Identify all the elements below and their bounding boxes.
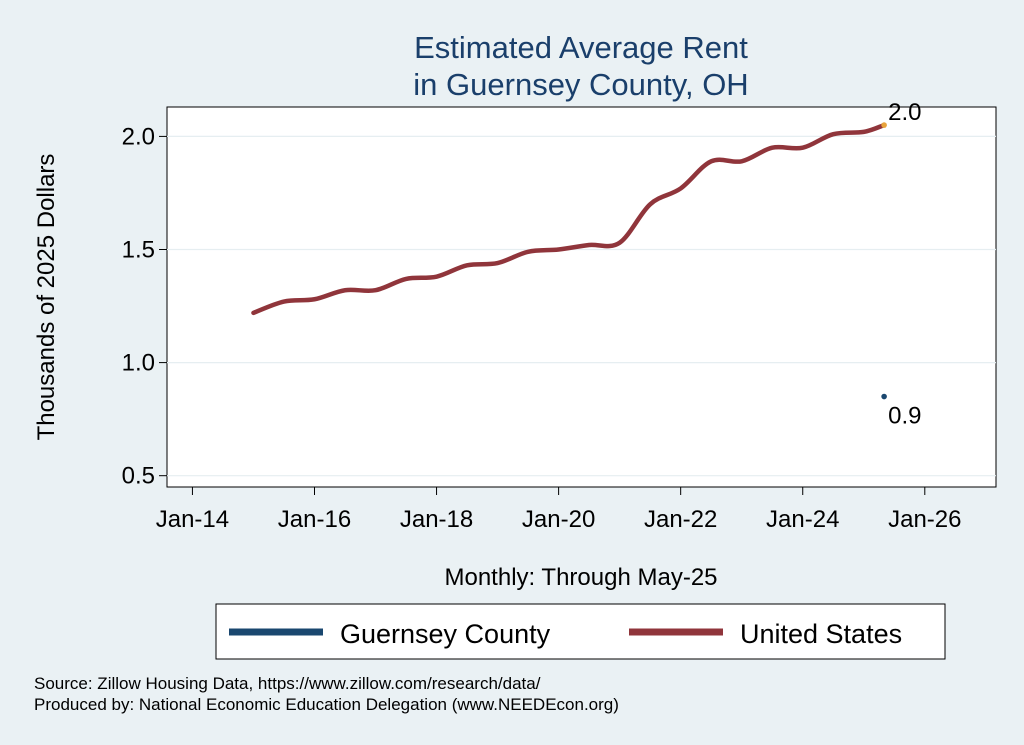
x-tick-label: Jan-14 xyxy=(156,506,229,533)
end-point-guernsey-county xyxy=(881,393,887,400)
legend-label-united-states: United States xyxy=(740,619,902,649)
x-axis: Jan-14 Jan-16 Jan-18 Jan-20 Jan-22 Jan-24 Jan-… xyxy=(156,487,961,533)
plot-area xyxy=(166,106,997,488)
y-tick-label: 2.0 xyxy=(122,123,155,150)
x-tick-label: Jan-24 xyxy=(766,506,839,533)
legend-box xyxy=(215,603,946,660)
series-layer: 0.9 2.0 xyxy=(251,99,921,430)
end-label-guernsey-county: 0.9 xyxy=(888,403,921,430)
producer-note: Produced by: National Economic Education… xyxy=(34,695,619,714)
y-tick-label: 1.0 xyxy=(122,350,155,377)
chart-title-line-1: Estimated Average Rent xyxy=(414,30,748,65)
gridlines xyxy=(167,135,996,477)
x-tick-label: Jan-18 xyxy=(400,506,473,533)
y-tick-label: 1.5 xyxy=(122,237,155,264)
x-tick-label: Jan-22 xyxy=(644,506,717,533)
x-axis-label: Monthly: Through May-25 xyxy=(444,564,717,591)
x-tick-label: Jan-26 xyxy=(888,506,961,533)
series-line-united-states xyxy=(251,122,887,316)
x-tick-label: Jan-16 xyxy=(278,506,351,533)
legend-label-guernsey-county: Guernsey County xyxy=(340,619,551,649)
y-axis: 0.5 1.0 1.5 2.0 xyxy=(122,123,167,490)
x-tick-label: Jan-20 xyxy=(522,506,595,533)
end-point-united-states xyxy=(881,122,887,128)
y-axis-label: Thousands of 2025 Dollars xyxy=(33,154,60,441)
chart-title-line-2: in Guernsey County, OH xyxy=(413,67,748,102)
end-label-united-states: 2.0 xyxy=(888,99,921,126)
source-note: Source: Zillow Housing Data, https://www… xyxy=(34,674,541,693)
y-tick-label: 0.5 xyxy=(122,463,155,490)
